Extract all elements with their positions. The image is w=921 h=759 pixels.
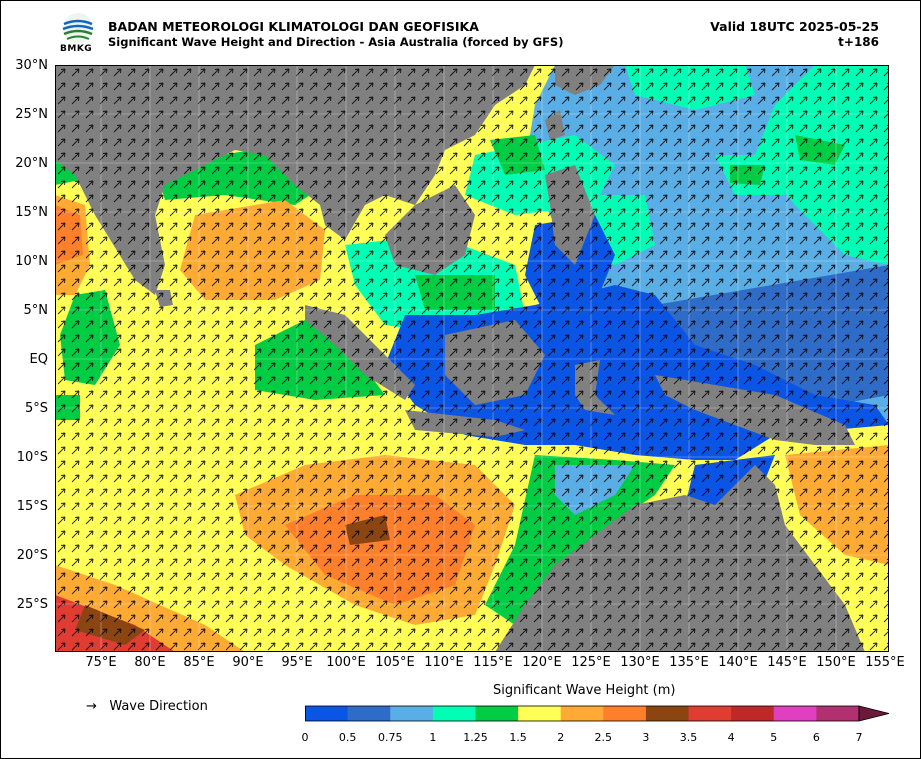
latitude-label: 25°S (16, 597, 48, 612)
colorbar-segment (518, 706, 562, 721)
colorbar-tick-label: 0.5 (338, 731, 357, 744)
colorbar-segment (432, 706, 476, 721)
longitude-label: 155°E (865, 655, 905, 670)
longitude-label: 90°E (232, 655, 264, 670)
colorbar-segment (731, 706, 775, 721)
latitude-label: 30°N (15, 58, 48, 73)
wave-direction-label: Wave Direction (109, 699, 208, 714)
colorbar-tick-label: 2.5 (594, 731, 613, 744)
latitude-label: 15°N (15, 205, 48, 220)
colorbar-segment (305, 706, 349, 721)
latitude-label: 20°S (16, 548, 48, 563)
organization-title: BADAN METEOROLOGI KLIMATOLOGI DAN GEOFIS… (108, 19, 479, 34)
longitude-label: 110°E (424, 655, 464, 670)
colorbar-segment (688, 706, 732, 721)
colorbar-tick-label: 1.5 (509, 731, 527, 744)
latitude-label: EQ (29, 352, 48, 367)
longitude-label: 95°E (281, 655, 313, 670)
colorbar-segment (603, 706, 647, 721)
colorbar-extend-arrow (858, 705, 890, 722)
colorbar-tick-label: 4 (727, 731, 735, 744)
longitude-label: 120°E (522, 655, 562, 670)
colorbar-segment (347, 706, 391, 721)
colorbar-tick-label: 1 (429, 731, 437, 744)
longitude-label: 145°E (767, 655, 807, 670)
colorbar-tick-label: 3 (642, 731, 650, 744)
latitude-label: 10°N (15, 254, 48, 269)
longitude-label: 135°E (669, 655, 709, 670)
colorbar-tick-label: 0.75 (377, 731, 403, 744)
valid-time: Valid 18UTC 2025-05-25 (710, 19, 879, 34)
latitude-label: 20°N (15, 156, 48, 171)
logo-text: BMKG (60, 44, 93, 54)
colorbar-tick-label: 0 (301, 731, 309, 744)
colorbar-segment (390, 706, 434, 721)
colorbar-segment (560, 706, 604, 721)
colorbar-segment (475, 706, 519, 721)
arrow-icon: → (86, 699, 97, 714)
map-subtitle: Significant Wave Height and Direction - … (108, 35, 564, 49)
colorbar-segment (645, 706, 690, 721)
longitude-label: 105°E (375, 655, 415, 670)
colorbar-tick-label: 7 (855, 731, 863, 744)
longitude-label: 130°E (620, 655, 660, 670)
colorbar-segment (773, 706, 817, 721)
wave-height-map (55, 65, 889, 652)
latitude-label: 5°S (24, 401, 48, 416)
longitude-label: 85°E (183, 655, 215, 670)
longitude-label: 125°E (571, 655, 611, 670)
latitude-label: 25°N (15, 107, 48, 122)
latitude-label: 5°N (23, 303, 49, 318)
colorbar-tick-label: 5 (770, 731, 778, 744)
longitude-label: 75°E (85, 655, 117, 670)
longitude-label: 150°E (816, 655, 856, 670)
colorbar-tick-label: 2 (557, 731, 565, 744)
forecast-step: t+186 (838, 35, 879, 49)
bmkg-logo-icon (62, 13, 94, 43)
longitude-label: 140°E (718, 655, 758, 670)
wave-direction-legend: → Wave Direction (86, 699, 208, 714)
longitude-label: 100°E (326, 655, 366, 670)
longitude-label: 80°E (134, 655, 166, 670)
colorbar-title: Significant Wave Height (m) (493, 683, 676, 698)
colorbar (305, 705, 890, 722)
longitude-label: 115°E (473, 655, 513, 670)
colorbar-tick-label: 6 (812, 731, 820, 744)
colorbar-outline (305, 705, 860, 722)
colorbar-tick-label: 1.25 (463, 731, 488, 744)
latitude-label: 10°S (16, 450, 48, 465)
colorbar-segment (816, 706, 860, 721)
latitude-label: 15°S (16, 499, 48, 514)
colorbar-tick-label: 3.5 (679, 731, 698, 744)
